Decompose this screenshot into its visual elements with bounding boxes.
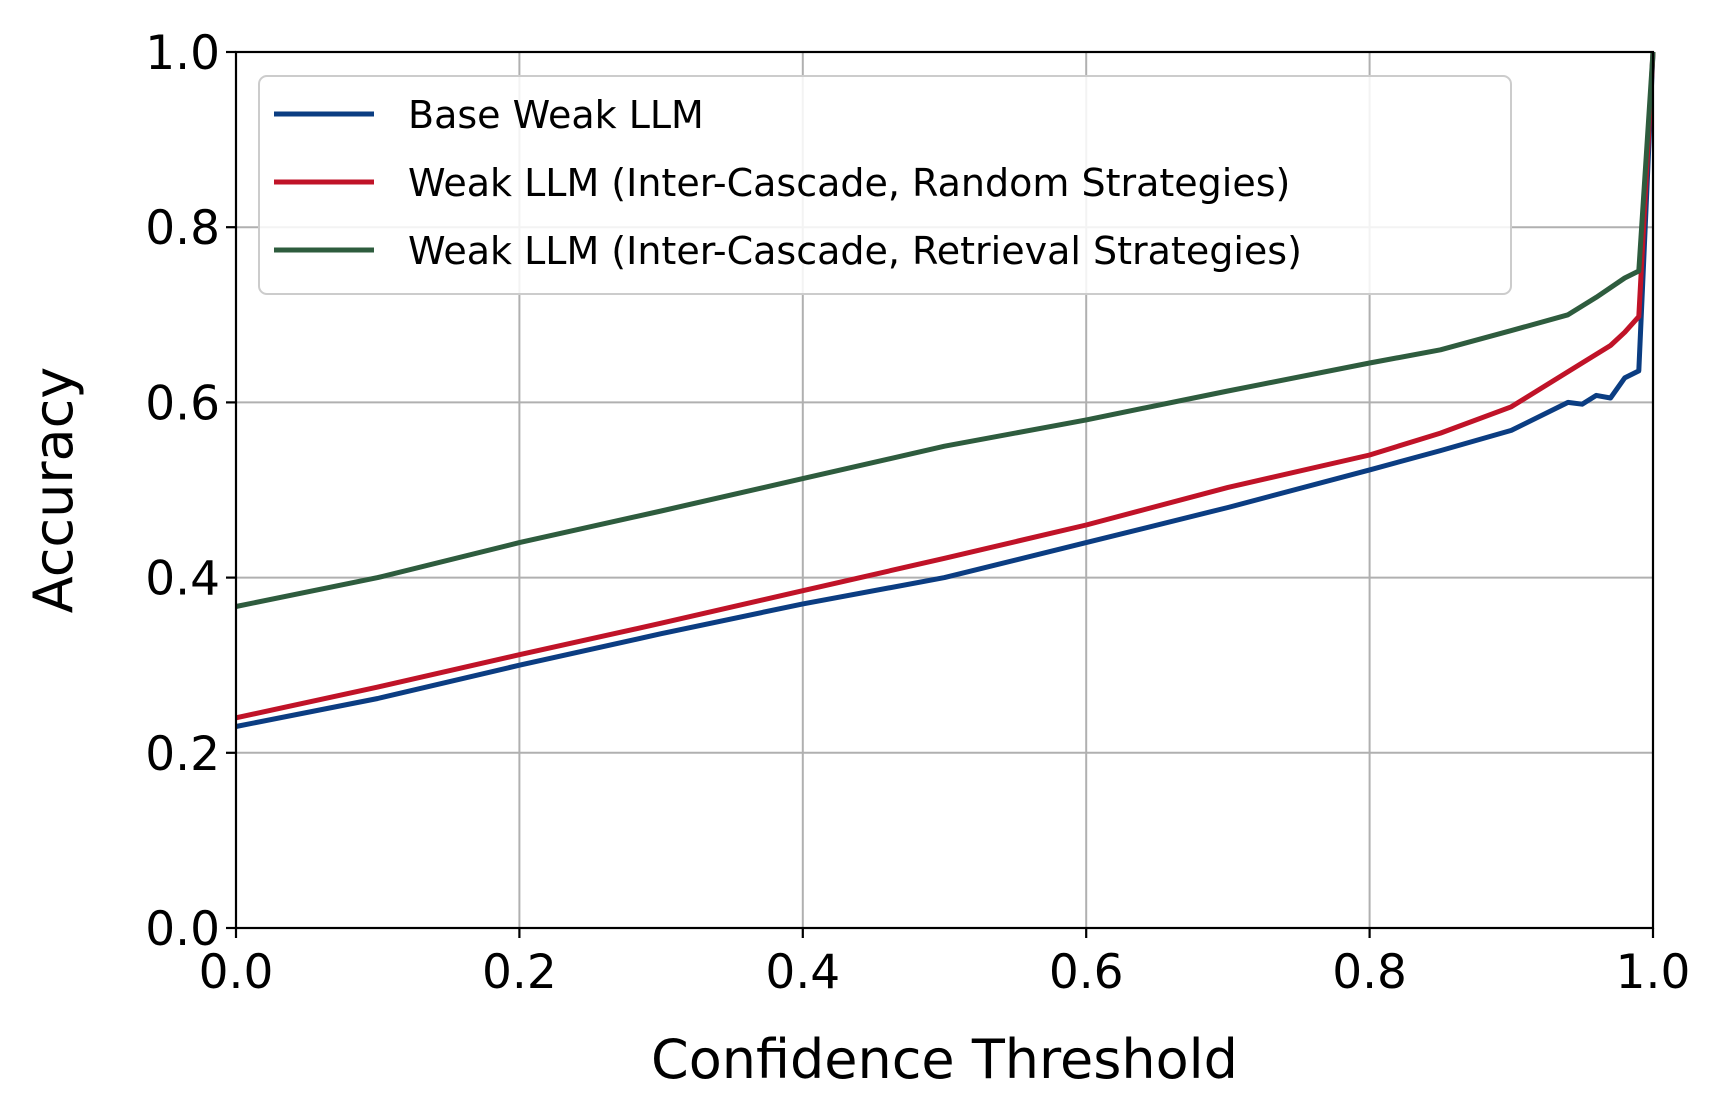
series-line xyxy=(235,51,1656,729)
y-tick-label: 0.6 xyxy=(145,376,220,431)
legend-box xyxy=(258,75,1512,295)
plot-frame xyxy=(234,50,1655,930)
x-tick-label: 0.8 xyxy=(1332,945,1407,1000)
x-axis-label: Confidence Threshold xyxy=(651,1028,1238,1091)
y-axis-label: Accuracy xyxy=(22,367,85,614)
y-tick-label: 0.8 xyxy=(145,201,220,256)
series-lines xyxy=(235,51,1656,729)
legend-entry-label: Weak LLM (Inter-Cascade, Retrieval Strat… xyxy=(408,229,1302,273)
y-tick-label: 0.4 xyxy=(145,552,220,607)
series-line xyxy=(235,51,1656,609)
legend-entry-label: Weak LLM (Inter-Cascade, Random Strategi… xyxy=(408,161,1290,205)
axis-ticks: 0.0 0.2 0.4 0.6 0.8 1.0 0.0 0.2 0.4 0.6 0.8 1.0 xyxy=(145,26,1690,1000)
x-tick-label: 0.4 xyxy=(765,945,840,1000)
x-tick-label: 0.6 xyxy=(1049,945,1124,1000)
x-tick-label: 0.0 xyxy=(199,945,274,1000)
y-tick-label: 1.0 xyxy=(145,26,220,81)
series-line xyxy=(235,51,1656,721)
x-tick-label: 0.2 xyxy=(482,945,557,1000)
y-tick-label: 0.2 xyxy=(145,727,220,782)
x-tick-label: 1.0 xyxy=(1616,945,1691,1000)
legend: Base Weak LLM Weak LLM (Inter-Cascade, Ra… xyxy=(258,75,1512,295)
y-tick-label: 0.0 xyxy=(145,902,220,957)
legend-entry-label: Base Weak LLM xyxy=(408,93,704,137)
